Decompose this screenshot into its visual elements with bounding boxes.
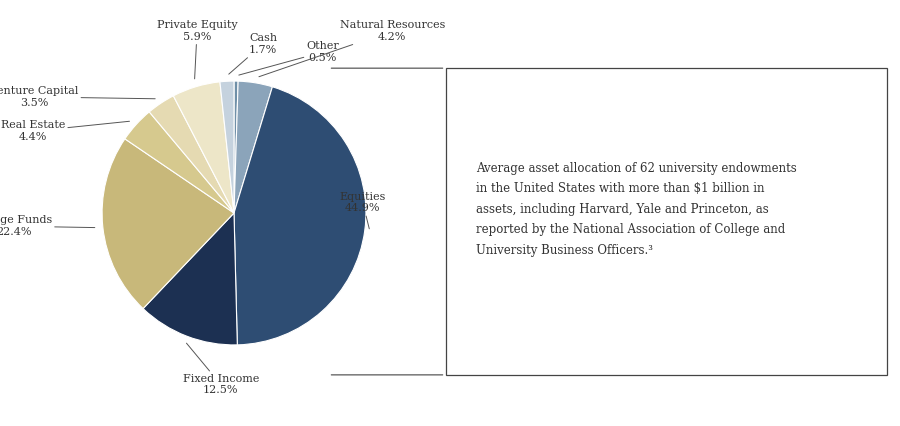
Wedge shape bbox=[234, 81, 273, 213]
Text: Private Equity
5.9%: Private Equity 5.9% bbox=[157, 20, 238, 79]
Wedge shape bbox=[234, 81, 238, 213]
Wedge shape bbox=[102, 139, 234, 308]
Text: Venture Capital
3.5%: Venture Capital 3.5% bbox=[0, 86, 155, 108]
Text: Fixed Income
12.5%: Fixed Income 12.5% bbox=[183, 343, 259, 395]
Text: Natural Resources
4.2%: Natural Resources 4.2% bbox=[259, 20, 445, 77]
Wedge shape bbox=[174, 82, 234, 213]
Wedge shape bbox=[149, 96, 234, 213]
Wedge shape bbox=[234, 87, 366, 345]
Text: Real Estate
4.4%: Real Estate 4.4% bbox=[1, 121, 130, 142]
Text: Other
0.5%: Other 0.5% bbox=[238, 41, 339, 75]
Wedge shape bbox=[125, 112, 234, 213]
Text: Cash
1.7%: Cash 1.7% bbox=[229, 33, 277, 74]
Wedge shape bbox=[220, 81, 234, 213]
Text: Equities
44.9%: Equities 44.9% bbox=[339, 192, 386, 229]
Text: Hedge Funds
22.4%: Hedge Funds 22.4% bbox=[0, 216, 94, 237]
Text: Average asset allocation of 62 university endowments
in the United States with m: Average asset allocation of 62 universit… bbox=[476, 162, 797, 257]
Wedge shape bbox=[143, 213, 238, 345]
